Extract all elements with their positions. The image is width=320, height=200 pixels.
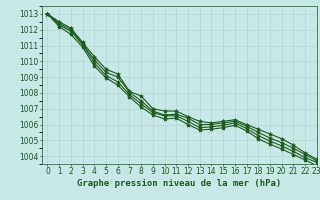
X-axis label: Graphe pression niveau de la mer (hPa): Graphe pression niveau de la mer (hPa): [77, 179, 281, 188]
